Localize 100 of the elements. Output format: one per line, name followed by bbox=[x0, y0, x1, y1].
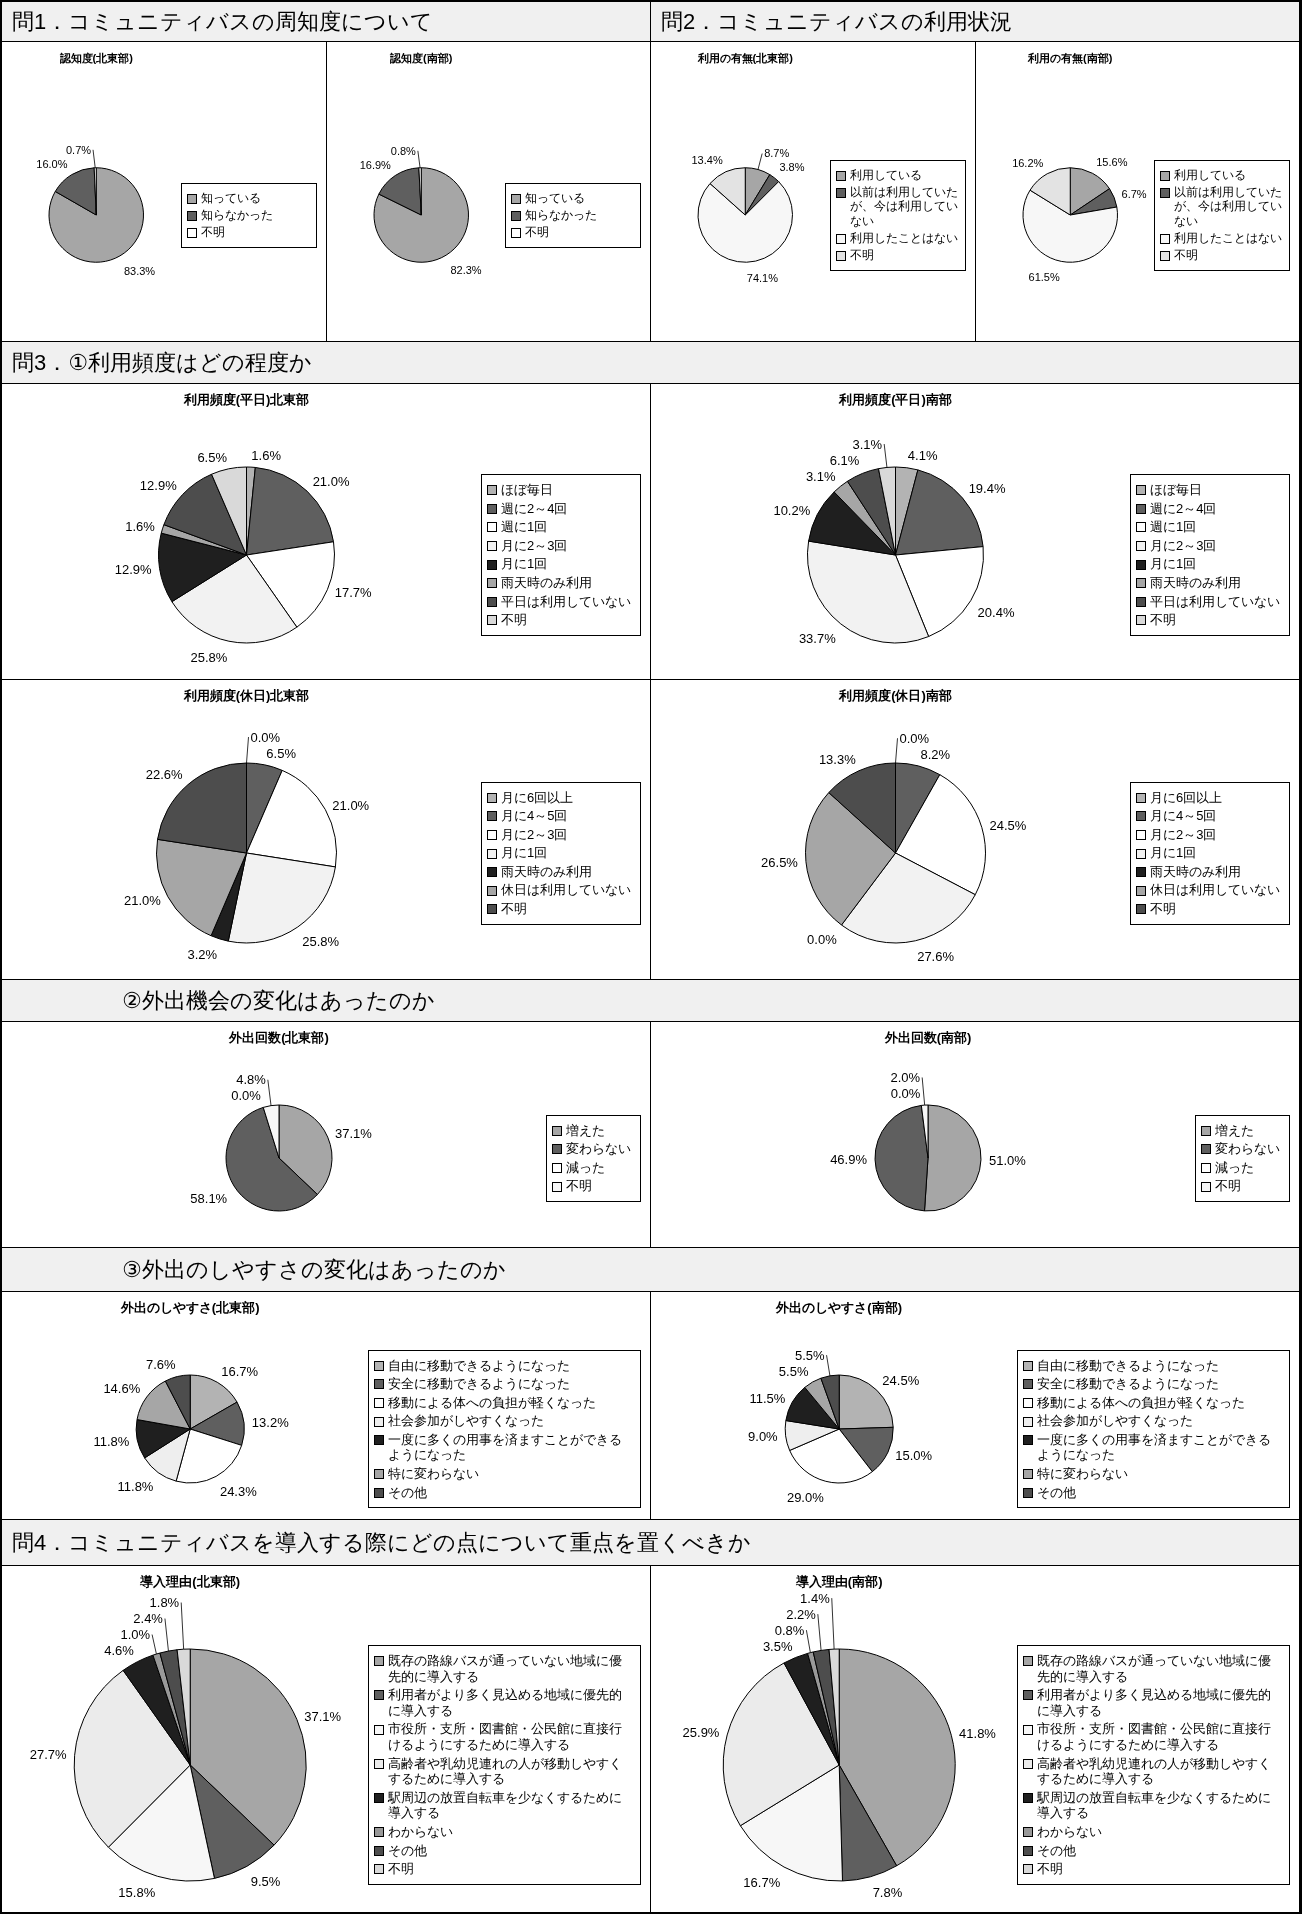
data-label: 8.2% bbox=[920, 746, 951, 762]
legend-label: 月に2～3回 bbox=[1150, 537, 1217, 554]
legend-label: 不明 bbox=[1174, 248, 1198, 263]
legend-label: ほぼ毎日 bbox=[501, 482, 553, 498]
legend-label: 変わらない bbox=[566, 1141, 631, 1157]
legend-label: 社会参加がしやすくなった bbox=[1037, 1413, 1194, 1429]
legend-label: 月に2～3回 bbox=[501, 826, 568, 843]
legend-label: 月に4～5回 bbox=[1150, 808, 1217, 824]
data-label: 15.6% bbox=[1095, 156, 1128, 169]
legend-label: 高齢者や乳幼児連れの人が移動しやすくするために導入する bbox=[1037, 1755, 1273, 1787]
legend-label: 不明 bbox=[566, 1178, 592, 1194]
legend-label: 知らなかった bbox=[525, 207, 597, 223]
legend-label: 知っている bbox=[200, 190, 261, 205]
data-label: 16.0% bbox=[36, 157, 68, 170]
data-label: 15.0% bbox=[895, 1447, 933, 1463]
legend-label: その他 bbox=[1037, 1484, 1077, 1501]
data-label: 9.0% bbox=[748, 1429, 779, 1445]
legend-label: 駅周辺の放置自転車を少なくするために導入する bbox=[1037, 1789, 1273, 1821]
data-label: 20.4% bbox=[977, 605, 1015, 621]
legend-label: 月に4～5回 bbox=[501, 808, 568, 824]
text: 問1．コミュニティバスの周知度について bbox=[2, 2, 651, 41]
chart-title: 外出のしやすさ(南部) bbox=[775, 1300, 903, 1315]
data-label: 25.9% bbox=[682, 1725, 720, 1741]
data-label: 33.7% bbox=[798, 630, 837, 646]
data-label: 37.1% bbox=[335, 1126, 373, 1142]
chart-title: 外出回数(北東部) bbox=[228, 1030, 329, 1045]
legend-label: 不明 bbox=[1037, 1861, 1064, 1877]
text: ②外出機会の変化はあったのか bbox=[2, 980, 1300, 1021]
data-label: 4.1% bbox=[907, 448, 938, 464]
legend-label: 不明 bbox=[849, 248, 874, 263]
data-label: 13.4% bbox=[691, 154, 723, 167]
data-label: 0.8% bbox=[774, 1622, 805, 1638]
data-label: 1.6% bbox=[125, 519, 156, 535]
data-label: 26.5% bbox=[761, 854, 799, 870]
legend-label: 安全に移動できるようになった bbox=[388, 1376, 571, 1392]
data-label: 4.6% bbox=[104, 1643, 135, 1659]
text: 0.0% bbox=[890, 1086, 921, 1102]
data-label: 11.8% bbox=[93, 1433, 130, 1449]
data-label: 6.5% bbox=[266, 745, 297, 761]
legend-label: 休日は利用していない bbox=[1150, 882, 1280, 899]
data-label: 3.2% bbox=[187, 947, 218, 963]
legend-label: 一度に多くの用事を済ますことができるようになった bbox=[388, 1431, 624, 1464]
legend-label: その他 bbox=[388, 1842, 428, 1859]
data-label: 2.4% bbox=[133, 1611, 164, 1627]
data-label: 1.8% bbox=[149, 1595, 180, 1611]
data-label: 46.9% bbox=[830, 1152, 868, 1168]
data-label: 2.2% bbox=[786, 1606, 817, 1622]
legend-label: 一度に多くの用事を済ますことができるようになった bbox=[1037, 1431, 1273, 1464]
data-label: 82.3% bbox=[449, 263, 482, 276]
data-label: 24.3% bbox=[219, 1483, 258, 1499]
text: 問4．コミュニティバスを導入する際にどの点について重点を置くべきか bbox=[2, 1520, 1300, 1565]
chart-title: 利用頻度(休日)南部 bbox=[838, 688, 952, 703]
legend-label: 週に1回 bbox=[1150, 519, 1197, 535]
legend-label: 特に変わらない bbox=[1037, 1466, 1129, 1482]
data-label: 13.2% bbox=[251, 1414, 290, 1430]
data-label: 15.8% bbox=[118, 1884, 156, 1900]
legend-label: 週に2～4回 bbox=[501, 500, 568, 517]
legend-label: 月に6回以上 bbox=[1150, 789, 1223, 806]
legend-label: 利用者がより多く見込める地域に優先的に導入する bbox=[388, 1687, 624, 1719]
data-label: 11.8% bbox=[117, 1479, 154, 1495]
data-label: 11.5% bbox=[749, 1390, 786, 1406]
data-label: 37.1% bbox=[304, 1708, 342, 1724]
data-label: 5.5% bbox=[794, 1347, 825, 1363]
legend-label: 月に1回 bbox=[1150, 556, 1197, 572]
legend-label: 雨天時のみ利用 bbox=[1150, 574, 1241, 591]
data-label: 29.0% bbox=[786, 1489, 825, 1505]
chart-title: 導入理由(北東部) bbox=[139, 1574, 241, 1589]
legend-label: 不明 bbox=[200, 225, 225, 240]
legend-label: 平日は利用していない bbox=[501, 593, 631, 610]
legend-label: 減った bbox=[1215, 1159, 1254, 1176]
data-label: 74.1% bbox=[746, 272, 779, 285]
data-label: 25.8% bbox=[190, 649, 228, 665]
chart-title: 利用頻度(平日)南部 bbox=[838, 392, 952, 407]
data-label: 27.6% bbox=[917, 949, 955, 965]
text: 0.0% bbox=[231, 1088, 261, 1104]
data-label: 1.4% bbox=[800, 1590, 831, 1606]
data-label: 7.6% bbox=[145, 1357, 176, 1373]
legend-label: 不明 bbox=[1150, 612, 1176, 628]
legend-label: 駅周辺の放置自転車を少なくするために導入する bbox=[388, 1789, 624, 1821]
legend-label: 市役所・支所・図書館・公民館に直接行けるようにするために導入する bbox=[388, 1721, 624, 1753]
chart-title: 認知度(南部) bbox=[388, 52, 453, 64]
legend-label: 不明 bbox=[388, 1861, 415, 1877]
data-label: 1.0% bbox=[120, 1627, 151, 1643]
legend-label: 特に変わらない bbox=[388, 1466, 480, 1482]
data-label: 2.0% bbox=[890, 1070, 921, 1086]
legend-label: 月に2～3回 bbox=[1150, 826, 1217, 843]
legend-label: 移動による体への負担が軽くなった bbox=[1037, 1394, 1246, 1411]
data-label: 13.3% bbox=[818, 751, 857, 767]
legend-label: 休日は利用していない bbox=[501, 882, 631, 899]
data-label: 7.8% bbox=[872, 1884, 903, 1900]
legend-label: 週に1回 bbox=[501, 519, 548, 535]
pie-slice bbox=[373, 167, 469, 263]
chart-title: 利用頻度(平日)北東部 bbox=[182, 392, 310, 407]
data-label: 25.8% bbox=[302, 934, 340, 950]
legend-label: 平日は利用していない bbox=[1150, 593, 1280, 610]
data-label: 12.9% bbox=[139, 477, 178, 493]
legend-label: 既存の路線バスが通っていない地域に優先的に導入する bbox=[1037, 1653, 1273, 1685]
legend-label: 雨天時のみ利用 bbox=[501, 863, 592, 880]
legend-label: 利用している bbox=[1174, 167, 1246, 182]
text: 0.0% bbox=[899, 730, 930, 746]
